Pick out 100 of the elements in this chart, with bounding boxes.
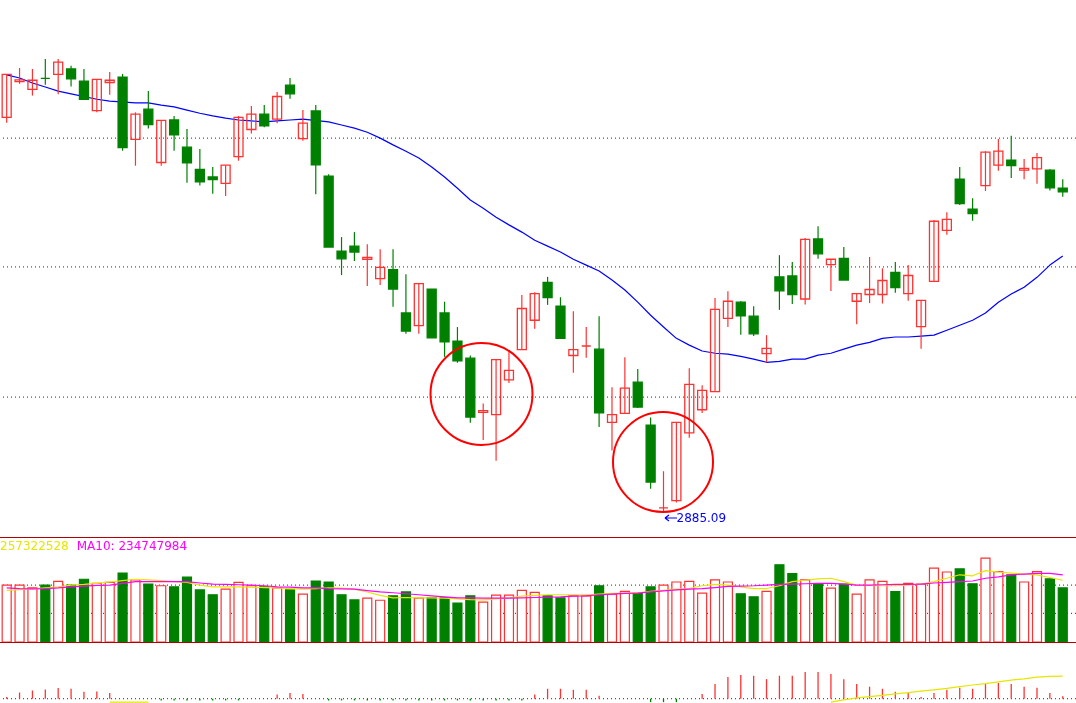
bar [954,568,965,642]
candlestick [903,264,914,302]
candlestick [65,65,77,88]
bar [594,585,605,642]
candlestick [78,68,90,100]
candlestick [890,261,901,294]
candlestick [271,91,283,124]
candlestick [349,231,360,262]
bar [143,583,154,642]
candlestick [284,77,296,100]
candlestick [156,119,167,167]
candlestick [825,258,837,292]
candlestick [233,115,244,162]
candlestick [915,299,927,350]
candlestick [490,358,502,462]
annotation: 2885.09 [676,511,727,525]
candlestick [568,310,579,374]
bar [426,596,437,642]
bar [632,592,643,642]
candlestick [529,291,540,330]
bar [259,586,270,642]
candlestick [993,138,1004,172]
candlestick [774,254,785,311]
bar [117,572,128,642]
candlestick [53,59,64,95]
candlestick [452,326,463,364]
candlestick [207,166,218,195]
candlestick [671,421,682,504]
bar [465,595,476,642]
bar [439,596,450,642]
candlestick [1018,158,1030,180]
candlestick [387,248,399,308]
candlestick [130,111,141,167]
candlestick [748,305,759,337]
candlestick [375,248,386,286]
candlestick [1031,152,1043,185]
candlestick [246,105,257,135]
candlestick [104,71,115,96]
bar [1006,574,1017,642]
candlestick [928,219,940,283]
candlestick [194,148,206,187]
candlestick [877,267,888,305]
candlestick [864,256,875,304]
candlestick [297,109,309,142]
candlestick [542,276,553,306]
candlestick [851,292,862,325]
bar [787,573,798,642]
candlestick [696,384,708,414]
candlestick [336,236,347,276]
bar [181,576,193,642]
bar [169,586,180,642]
bar [387,595,399,642]
candlestick [27,68,38,97]
candlestick [735,300,746,336]
candlestick [168,115,180,152]
bar [207,594,218,642]
bar [194,589,205,642]
bar [748,596,759,642]
bar [890,591,901,642]
candlestick [1,73,12,124]
candlestick [91,78,102,113]
candlestick [761,334,772,363]
candlestick [606,386,618,452]
candlestick [684,367,695,439]
candlestick [143,90,154,130]
candlestick [400,273,412,335]
candlestick [619,356,631,415]
bar [645,586,656,642]
candlestick [812,225,824,260]
candlestick [362,243,373,287]
bar [555,597,566,642]
bar [400,591,412,642]
bar [542,595,553,642]
candlestick [838,246,849,281]
bar [452,602,463,642]
bar [336,594,347,642]
bar [967,583,978,642]
candlestick [516,294,527,351]
candlestick [709,297,721,393]
bar [774,564,785,642]
bar [323,581,334,642]
bar [40,584,51,642]
bar [1044,578,1055,642]
candlestick [722,290,734,328]
bar [284,589,296,642]
candlestick [787,261,798,305]
bar [812,583,824,642]
candlestick [413,282,424,335]
candlestick [1044,168,1056,192]
candlestick [503,349,515,384]
bar [1057,587,1068,642]
bar [65,584,77,642]
bar [78,578,90,642]
candlestick [980,150,991,192]
text: 257322528 [0,539,69,553]
candlestick [181,128,193,184]
bar [735,593,746,642]
candlestick [220,164,231,197]
bar [310,580,321,642]
candlestick [967,197,978,222]
